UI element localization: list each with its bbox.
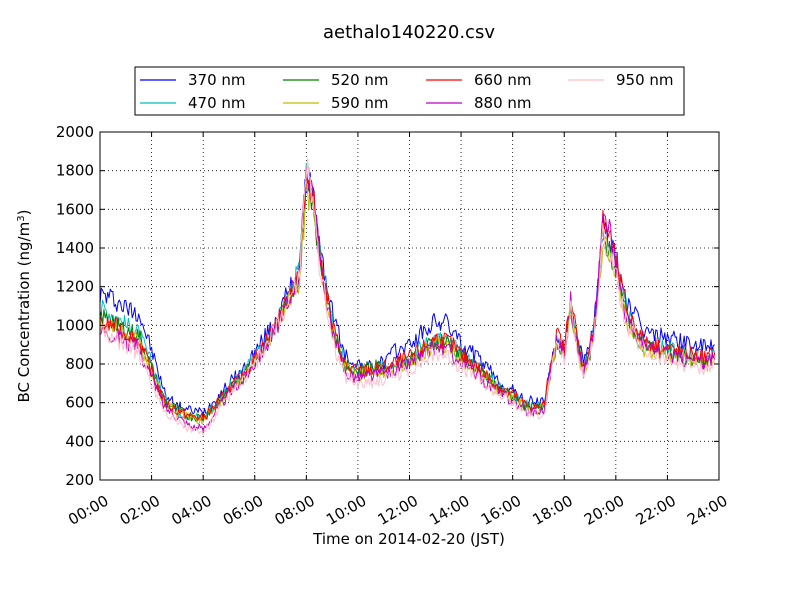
legend-label-590-nm: 590 nm — [331, 94, 389, 112]
y-tick-label: 600 — [65, 394, 94, 412]
series-line-950-nm — [99, 158, 716, 436]
y-tick-label: 200 — [65, 471, 94, 489]
legend-label-660-nm: 660 nm — [474, 71, 532, 89]
y-tick-label: 800 — [65, 355, 94, 373]
series-layer — [99, 158, 716, 436]
x-axis-label: Time on 2014-02-20 (JST) — [312, 530, 505, 548]
legend-label-370-nm: 370 nm — [188, 71, 246, 89]
y-axis-label: BC Concentration (ng/m3) — [15, 210, 33, 403]
y-tick-label: 2000 — [56, 123, 94, 141]
y-tick-label: 1000 — [56, 316, 94, 334]
y-tick-label: 1200 — [56, 278, 94, 296]
legend: 370 nm 470 nm 520 nm 590 nm 660 nm 880 nm 950 … — [134, 66, 685, 116]
y-tick-label: 1800 — [56, 162, 94, 180]
legend-label-520-nm: 520 nm — [331, 71, 389, 89]
chart-title: aethalo140220.csv — [323, 22, 495, 43]
series-line-880-nm — [99, 167, 716, 433]
legend-frame — [134, 66, 685, 116]
legend-label-950-nm: 950 nm — [616, 71, 674, 89]
y-tick-label: 1400 — [56, 239, 94, 257]
legend-label-880-nm: 880 nm — [474, 94, 532, 112]
y-tick-label: 400 — [65, 432, 94, 450]
legend-label-470-nm: 470 nm — [188, 94, 246, 112]
y-tick-label: 1600 — [56, 200, 94, 218]
